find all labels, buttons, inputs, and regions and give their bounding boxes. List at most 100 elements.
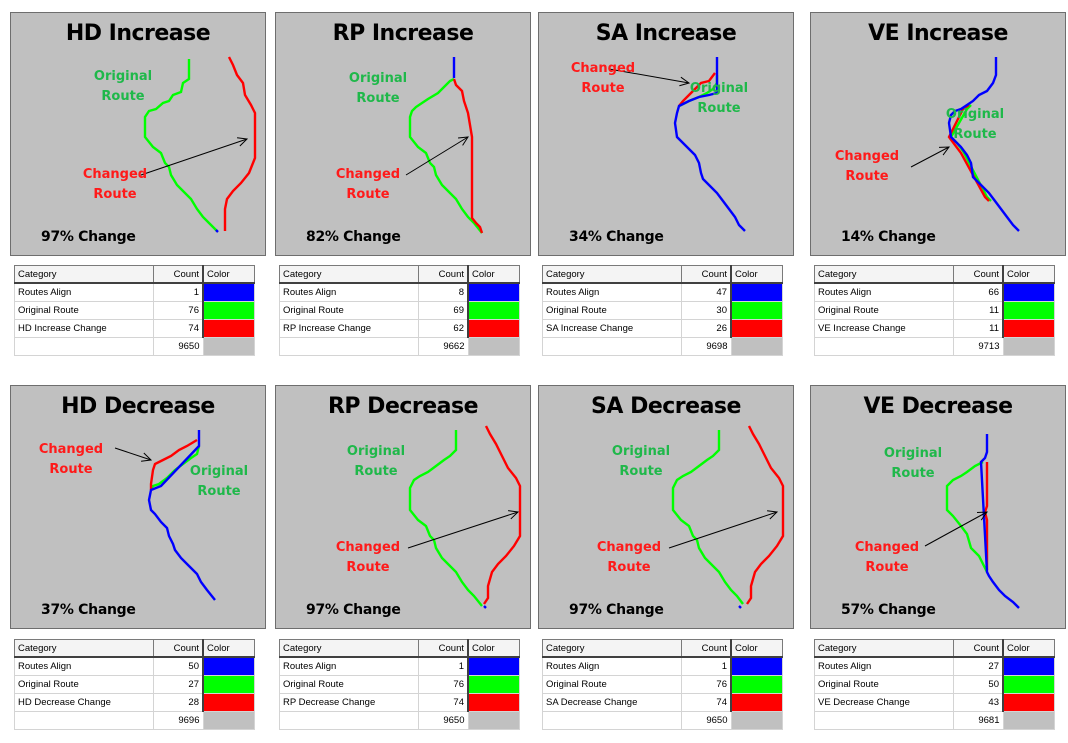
table-row[interactable]: 9650: [14, 337, 255, 356]
category-cell: HD Increase Change: [14, 319, 154, 338]
table-header-row: Category Count Color: [814, 639, 1055, 658]
column-header-color[interactable]: Color: [467, 265, 520, 284]
column-header-color[interactable]: Color: [1002, 639, 1055, 658]
column-header-color[interactable]: Color: [467, 639, 520, 658]
column-header-category[interactable]: Category: [279, 265, 419, 284]
column-header-category[interactable]: Category: [542, 265, 682, 284]
table-row[interactable]: VE Decrease Change 43: [814, 693, 1055, 712]
route-map-panel: RP Increase Original Route Changed Route 82% …: [275, 12, 531, 256]
table-row[interactable]: Original Route 76: [542, 675, 783, 694]
count-cell: 9662: [418, 337, 469, 356]
column-header-category[interactable]: Category: [14, 639, 154, 658]
column-header-color[interactable]: Color: [202, 639, 255, 658]
table-row[interactable]: Routes Align 27: [814, 656, 1055, 676]
table-row[interactable]: RP Decrease Change 74: [279, 693, 520, 712]
table-row[interactable]: Routes Align 1: [542, 656, 783, 676]
column-header-color[interactable]: Color: [1002, 265, 1055, 284]
count-cell: 1: [681, 656, 732, 676]
table-row[interactable]: Original Route 76: [14, 301, 255, 320]
changed-route-line: [452, 78, 484, 234]
table-row[interactable]: Original Route 11: [814, 301, 1055, 320]
route-map-panel: SA Increase Original Route Changed Route 34% …: [538, 12, 794, 256]
table-row[interactable]: HD Decrease Change 28: [14, 693, 255, 712]
label-line: Route: [356, 91, 400, 106]
table-header-row: Category Count Color: [814, 265, 1055, 284]
color-swatch-blue: [202, 282, 255, 302]
column-header-category[interactable]: Category: [814, 265, 954, 284]
changed-route-label: Changed Route: [563, 59, 643, 99]
table-row[interactable]: 9662: [279, 337, 520, 356]
column-header-category[interactable]: Category: [279, 639, 419, 658]
table-row[interactable]: Original Route 69: [279, 301, 520, 320]
table-row[interactable]: Routes Align 1: [279, 656, 520, 676]
column-header-count[interactable]: Count: [953, 265, 1004, 284]
table-row[interactable]: 9713: [814, 337, 1055, 356]
column-header-category[interactable]: Category: [14, 265, 154, 284]
label-line: Route: [607, 560, 651, 575]
table-row[interactable]: Routes Align 1: [14, 282, 255, 302]
count-cell: 27: [153, 675, 204, 694]
count-cell: 9713: [953, 337, 1004, 356]
color-swatch-red: [730, 693, 783, 712]
column-header-color[interactable]: Color: [730, 639, 783, 658]
changed-route-line: [223, 56, 257, 231]
count-cell: 62: [418, 319, 469, 338]
label-line: Changed: [38, 442, 104, 457]
column-header-count[interactable]: Count: [681, 265, 732, 284]
color-swatch-gray: [467, 711, 520, 730]
routes-align-line: [979, 434, 1020, 609]
table-row[interactable]: Routes Align 50: [14, 656, 255, 676]
table-row[interactable]: Routes Align 8: [279, 282, 520, 302]
table-row[interactable]: Original Route 30: [542, 301, 783, 320]
color-swatch-blue: [467, 282, 520, 302]
table-row[interactable]: Original Route 76: [279, 675, 520, 694]
table-row[interactable]: 9650: [279, 711, 520, 730]
route-map: [114, 430, 216, 601]
column-header-category[interactable]: Category: [542, 639, 682, 658]
color-swatch-red: [467, 319, 520, 338]
column-header-count[interactable]: Count: [153, 265, 204, 284]
arrowhead-icon: [938, 146, 951, 156]
color-swatch-green: [1002, 675, 1055, 694]
count-cell: 76: [418, 675, 469, 694]
routes-align-line: [147, 430, 216, 601]
label-line: Route: [346, 560, 390, 575]
table-row[interactable]: Routes Align 47: [542, 282, 783, 302]
count-cell: 9650: [681, 711, 732, 730]
table-row[interactable]: HD Increase Change 74: [14, 319, 255, 338]
column-header-count[interactable]: Count: [153, 639, 204, 658]
table-row[interactable]: RP Increase Change 62: [279, 319, 520, 338]
column-header-count[interactable]: Count: [953, 639, 1004, 658]
table-row[interactable]: Original Route 50: [814, 675, 1055, 694]
table-row[interactable]: 9696: [14, 711, 255, 730]
panel-title: RP Decrease: [327, 394, 479, 419]
pointer-arrow-line: [114, 447, 152, 461]
original-route-label: Original Route: [179, 462, 259, 502]
column-header-count[interactable]: Count: [681, 639, 732, 658]
table-row[interactable]: 9650: [542, 711, 783, 730]
table-row[interactable]: Original Route 27: [14, 675, 255, 694]
color-swatch-green: [202, 675, 255, 694]
table-header-row: Category Count Color: [279, 639, 520, 658]
count-cell: 43: [953, 693, 1004, 712]
label-line: Route: [354, 464, 398, 479]
table-row[interactable]: 9698: [542, 337, 783, 356]
table-row[interactable]: SA Increase Change 26: [542, 319, 783, 338]
category-cell: Original Route: [14, 675, 154, 694]
table-row[interactable]: VE Increase Change 11: [814, 319, 1055, 338]
column-header-color[interactable]: Color: [202, 265, 255, 284]
table-row[interactable]: 9681: [814, 711, 1055, 730]
column-header-color[interactable]: Color: [730, 265, 783, 284]
column-header-category[interactable]: Category: [814, 639, 954, 658]
column-header-count[interactable]: Count: [418, 265, 469, 284]
color-swatch-red: [202, 693, 255, 712]
table-row[interactable]: Routes Align 66: [814, 282, 1055, 302]
label-line: Changed: [335, 540, 401, 555]
column-header-count[interactable]: Count: [418, 639, 469, 658]
pointer-arrow-line: [924, 511, 988, 547]
color-swatch-gray: [467, 337, 520, 356]
changed-route-label: Changed Route: [827, 147, 907, 187]
category-cell: SA Decrease Change: [542, 693, 682, 712]
table-row[interactable]: SA Decrease Change 74: [542, 693, 783, 712]
category-cell: Original Route: [814, 675, 954, 694]
